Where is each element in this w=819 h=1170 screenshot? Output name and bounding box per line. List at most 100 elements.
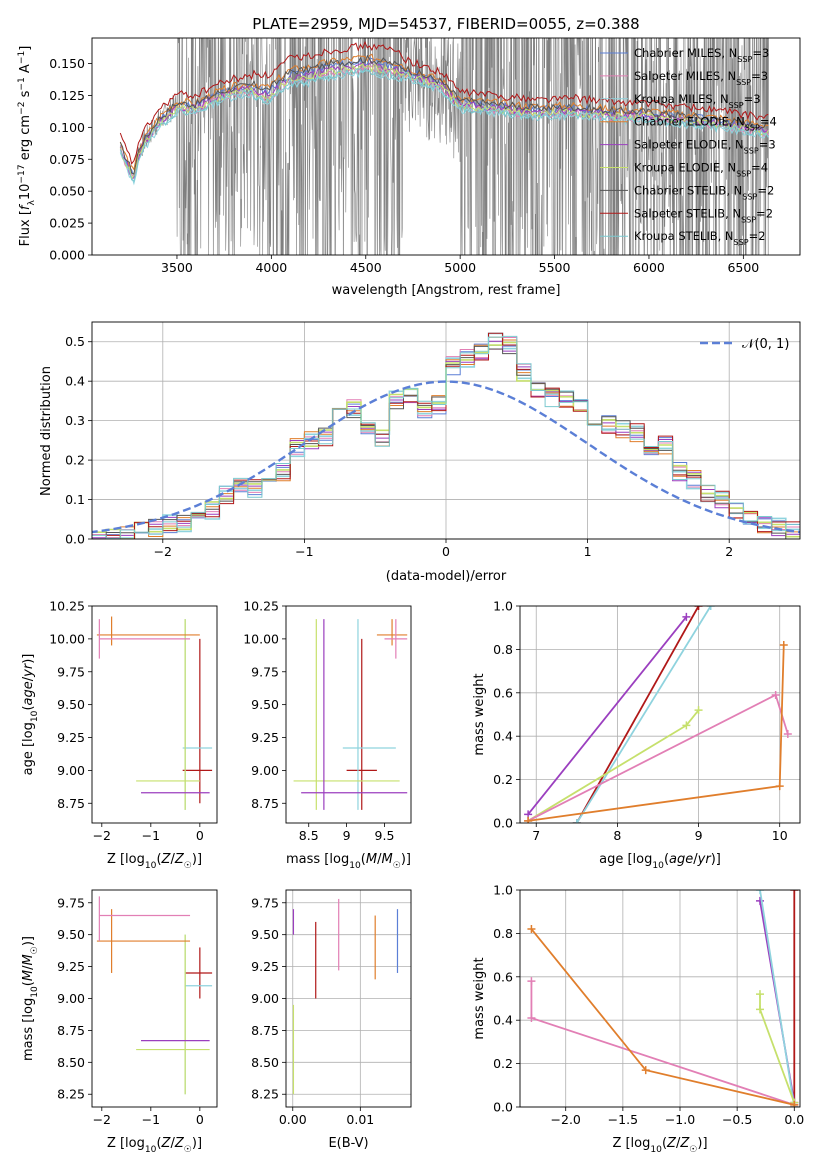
legend-label: Salpeter MILES, NSSP=3	[634, 69, 768, 87]
massweight-vs-age-panel: 7 8 9 10 0.0 0.2 0.4 0.6 0.8 1.0 age [log10(age/yr…	[472, 599, 801, 871]
y-tick-label: 9.50	[57, 927, 85, 942]
legend-label: Chabrier MILES, NSSP=3	[634, 46, 769, 64]
mass-weight-marker	[790, 890, 799, 894]
spectrum-panel: 3500 4000 4500 5000 5500 6000 6500 0.000 0.025 0.…	[17, 37, 801, 298]
y-tick-label: 0.0	[493, 816, 513, 831]
x-tick-label: −1	[142, 1112, 160, 1127]
y-tick-label: 0.4	[493, 729, 513, 744]
x-tick-label: 9	[695, 828, 703, 843]
y-tick-label: 0.8	[493, 926, 513, 941]
observed-spectrum-line	[133, 38, 769, 255]
y-tick-label: 9.25	[57, 959, 85, 974]
massweight-vs-metallicity-panel: −2.0 −1.5 −1.0 −0.5 0.0 0.0 0.2 0.4 0.6 0.8 1.0 Z […	[472, 883, 804, 1156]
residuals-histogram-panel: −2 −1 0 1 2 0.0 0.1 0.2 0.3 0.4 0.5 𝒩(0, 1) (data-mo…	[39, 321, 801, 584]
x-tick-label: −0.5	[722, 1112, 752, 1127]
x-tick-label: 4500	[350, 260, 382, 275]
y-axis-label: Flux [fλ10−17 erg cm−2 s−1 A−1]	[17, 46, 37, 247]
chart-title: PLATE=2959, MJD=54537, FIBERID=0055, z=0…	[252, 15, 639, 33]
y-tick-label: 8.75	[57, 1023, 85, 1038]
age-vs-mass-panel: 8.5 9 9.5 8.75 9.00 9.25 9.50 9.75 10.00 10.25 mas…	[243, 599, 412, 871]
x-tick-label: 4000	[255, 260, 287, 275]
x-tick-label: −1.0	[665, 1112, 695, 1127]
x-tick-label: 0.00	[279, 1112, 307, 1127]
legend-label: Kroupa ELODIE, NSSP=4	[634, 161, 768, 179]
y-axis-label: mass weight	[472, 673, 487, 755]
plot-area	[96, 896, 213, 1095]
x-tick-label: 10	[772, 828, 788, 843]
normal-distribution-curve	[92, 380, 800, 534]
axes-frame	[91, 889, 218, 1108]
model-spectrum-line	[119, 54, 769, 175]
axes-frame	[285, 889, 412, 1108]
y-tick-label: 0.0	[65, 532, 85, 547]
plot-area	[527, 890, 799, 1107]
legend-label: Kroupa MILES, NSSP=3	[634, 92, 761, 110]
x-tick-label: 0	[442, 544, 450, 559]
y-tick-label: 0.6	[493, 969, 513, 984]
model-spectrum-line	[119, 67, 769, 182]
y-tick-label: 0.000	[49, 248, 85, 263]
axes-frame	[519, 605, 801, 824]
y-tick-label: 0.050	[49, 184, 85, 199]
x-tick-label: 0	[196, 828, 204, 843]
mass-weight-line	[530, 928, 795, 1106]
x-tick-label: 8.5	[299, 828, 319, 843]
plot-area	[96, 616, 213, 810]
y-axis-label: age [log10(age/yr)]	[21, 654, 40, 776]
plot-area	[119, 38, 769, 255]
y-tick-label: 0.2	[493, 1056, 513, 1071]
legend-label: Chabrier STELIB, NSSP=2	[634, 183, 774, 201]
y-tick-label: 9.00	[57, 763, 85, 778]
x-tick-label: 6500	[727, 260, 759, 275]
legend-label: Salpeter ELODIE, NSSP=3	[634, 138, 776, 156]
y-tick-label: 8.75	[251, 1023, 279, 1038]
y-tick-label: 0.150	[49, 56, 85, 71]
mass-weight-marker	[756, 896, 764, 905]
x-tick-label: 8	[613, 828, 621, 843]
legend-label: Kroupa STELIB, NSSP=2	[634, 229, 766, 247]
x-tick-label: 7	[532, 828, 540, 843]
x-tick-label: 0.0	[784, 1112, 804, 1127]
x-axis-label: age [log10(age/yr)]	[599, 852, 721, 871]
x-tick-label: −2	[93, 828, 111, 843]
y-tick-label: 9.75	[251, 664, 279, 679]
mass-weight-marker	[527, 925, 536, 934]
axes-frame	[285, 605, 412, 824]
y-tick-label: 0.100	[49, 120, 85, 135]
y-axis-label: Normed distribution	[39, 366, 54, 496]
y-tick-label: 8.50	[57, 1055, 85, 1070]
age-vs-metallicity-panel: −2 −1 0 8.75 9.00 9.25 9.50 9.75 10.00 10.25 Z [lo…	[21, 599, 218, 871]
plot-area	[292, 898, 399, 1095]
x-tick-label: 2	[725, 544, 733, 559]
y-tick-label: 0.2	[65, 453, 85, 468]
y-tick-label: 9.50	[251, 927, 279, 942]
legend-label: Chabrier ELODIE, NSSP=4	[634, 115, 777, 133]
mass-weight-line	[527, 616, 688, 815]
x-axis-label: Z [log10(Z/Z☉)]	[107, 1136, 202, 1155]
mass-weight-marker	[706, 606, 715, 610]
y-tick-label: 0.4	[493, 1013, 513, 1028]
y-tick-label: 9.25	[251, 730, 279, 745]
y-axis-label: mass weight	[472, 957, 487, 1039]
y-tick-label: 8.25	[57, 1087, 85, 1102]
mass-weight-marker	[527, 1014, 536, 1023]
x-tick-label: 3500	[161, 260, 193, 275]
y-tick-label: 1.0	[493, 599, 513, 614]
mass-weight-marker	[641, 1066, 650, 1075]
x-tick-label: 9	[343, 828, 351, 843]
y-tick-label: 0.075	[49, 152, 85, 167]
mass-weight-marker	[694, 706, 703, 715]
plot-area	[524, 606, 792, 823]
mass-weight-marker	[527, 977, 536, 986]
x-tick-label: 0	[196, 1112, 204, 1127]
y-tick-label: 1.0	[493, 883, 513, 898]
y-axis-label: mass [log10(M/M☉)]	[21, 936, 40, 1061]
axes-frame	[91, 605, 218, 824]
axes-frame	[91, 321, 801, 540]
y-tick-label: 9.75	[57, 664, 85, 679]
x-axis-label: (data-model)/error	[386, 569, 507, 584]
mass-weight-marker	[775, 782, 784, 791]
y-tick-label: 9.00	[251, 763, 279, 778]
y-tick-label: 10.25	[49, 599, 85, 614]
legend-label: Salpeter STELIB, NSSP=2	[634, 206, 773, 224]
